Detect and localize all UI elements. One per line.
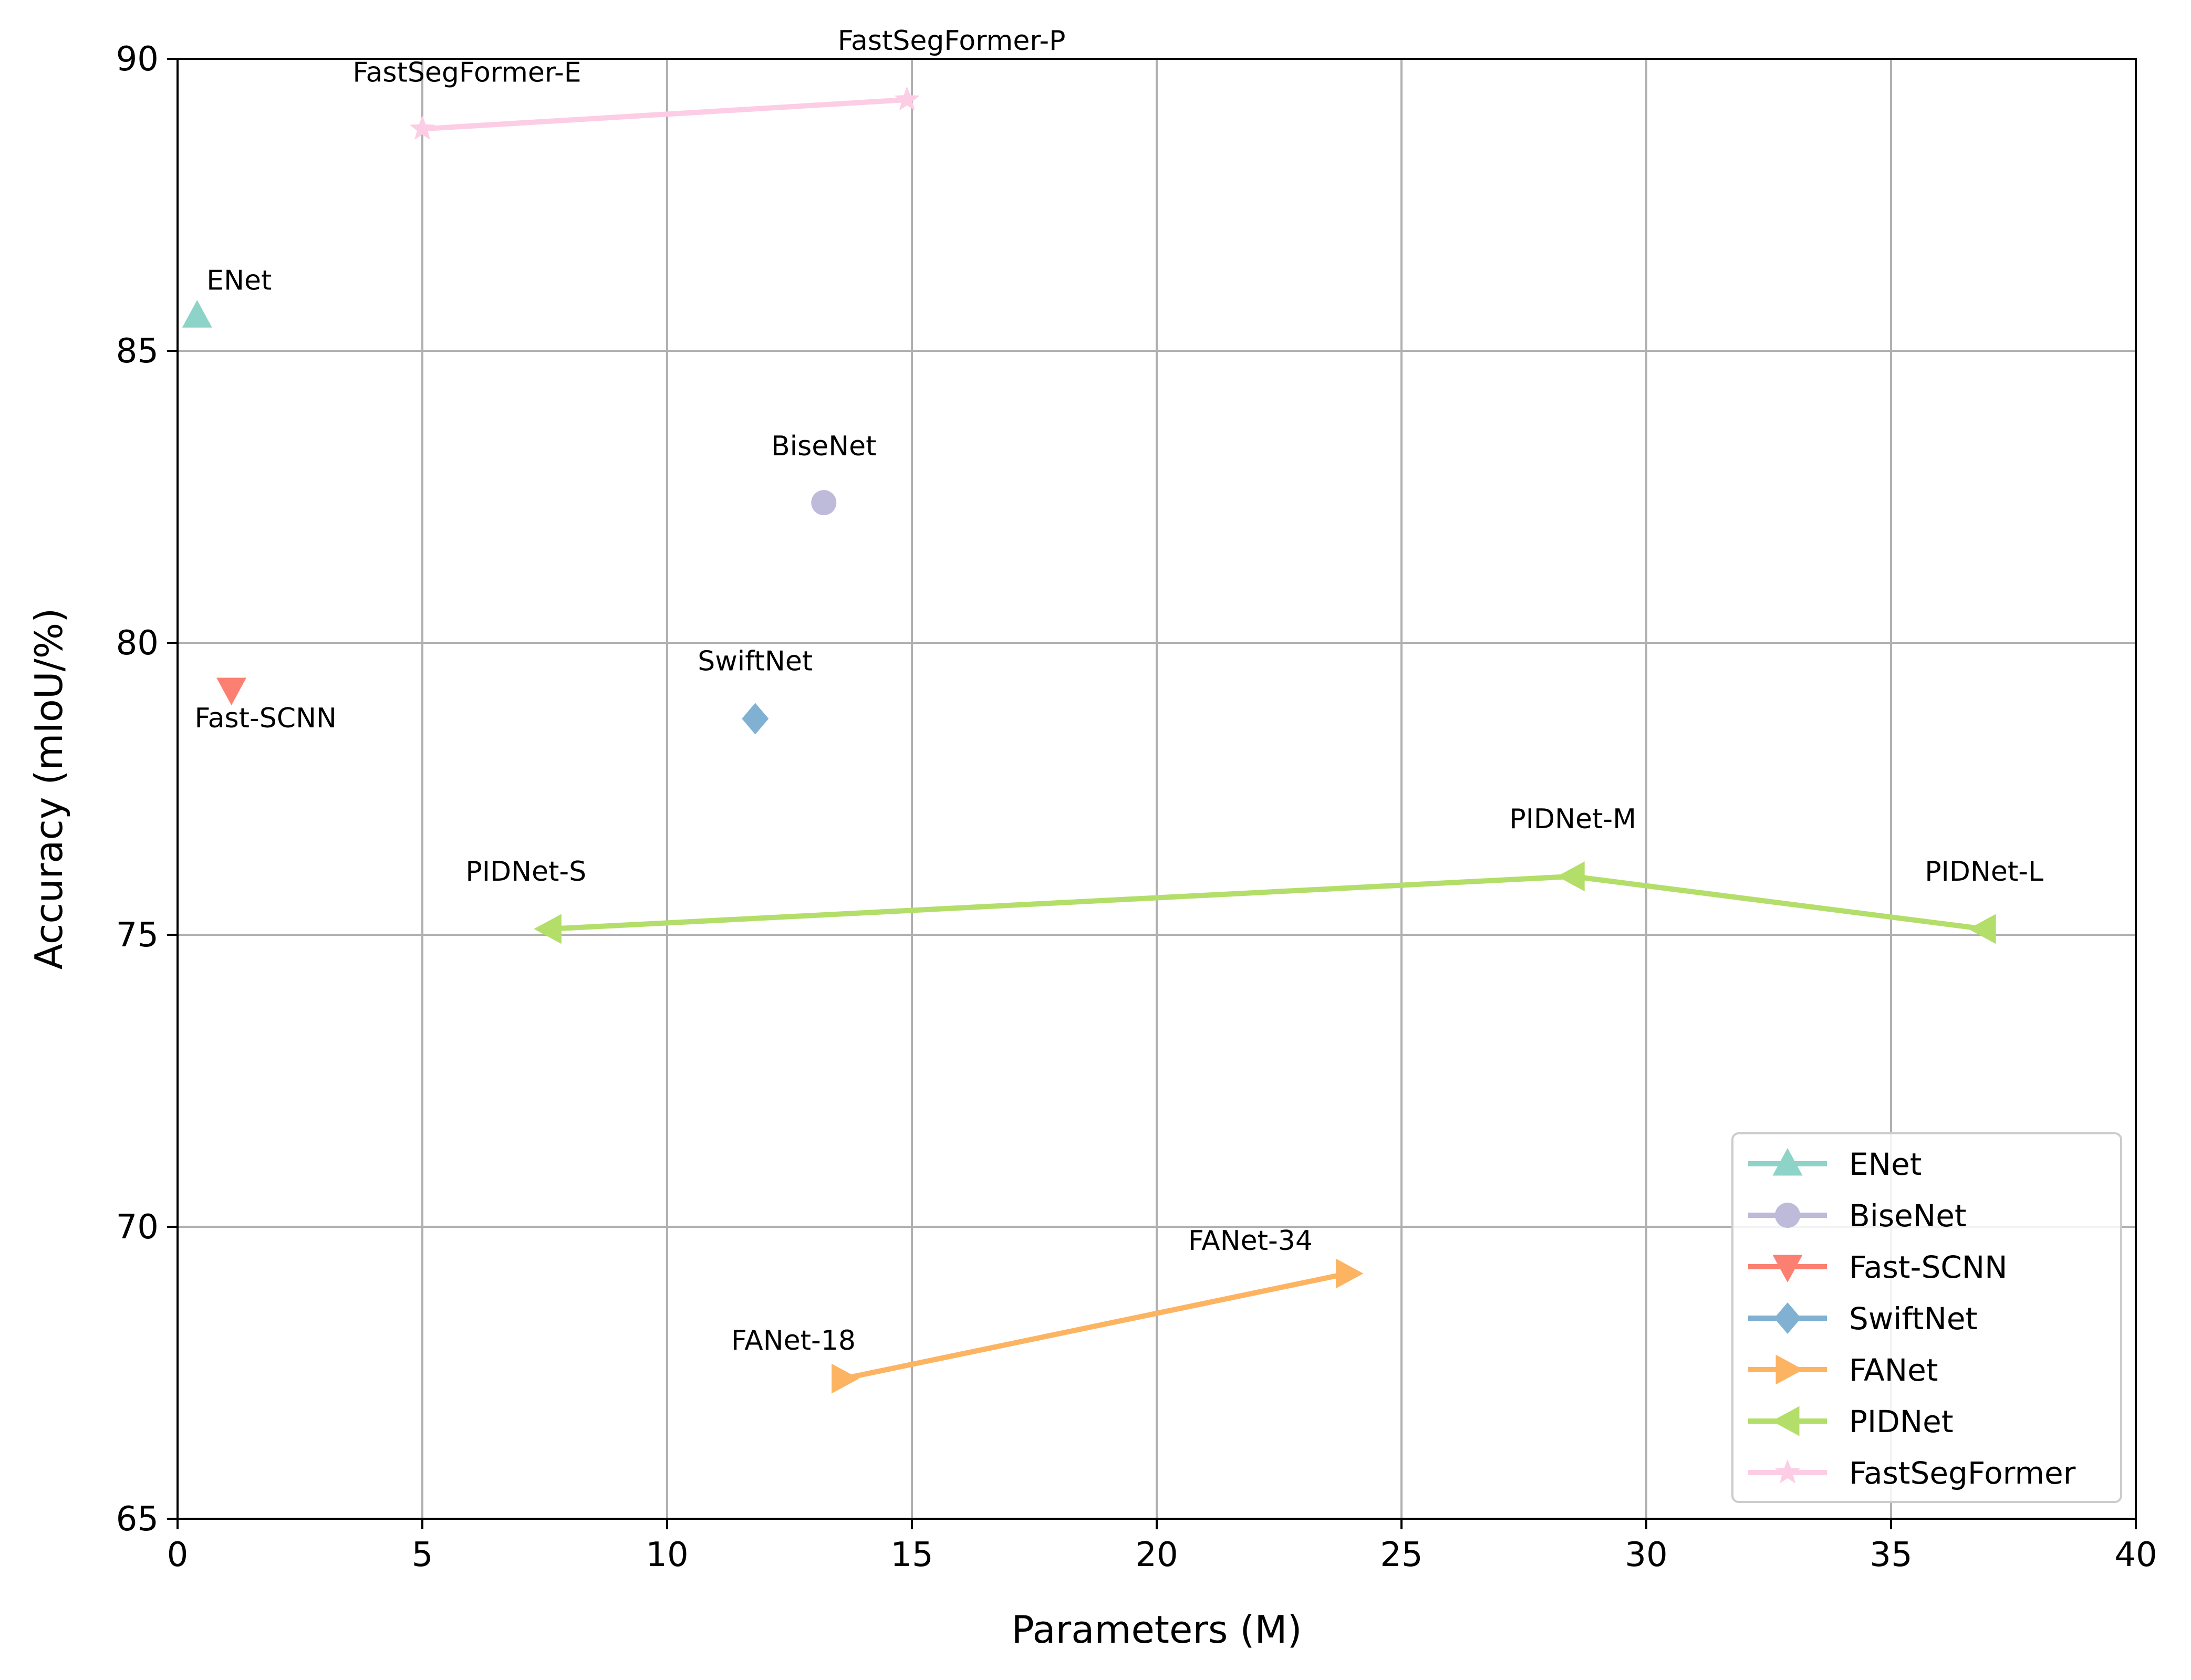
point-label: SwiftNet xyxy=(698,646,813,677)
series-fanet xyxy=(832,1258,1364,1394)
legend-label: FastSegFormer xyxy=(1849,1455,2076,1491)
legend-item: BiseNet xyxy=(1748,1198,1967,1234)
legend-marker xyxy=(1772,1406,1800,1436)
data-point xyxy=(1557,861,1585,892)
y-tick-label: 70 xyxy=(116,1208,159,1247)
legend-item: Fast-SCNN xyxy=(1748,1249,2008,1285)
y-tick-label: 65 xyxy=(116,1500,159,1539)
series-fastsegformer xyxy=(409,86,920,140)
y-axis-label: Accuracy (mIoU/%) xyxy=(27,608,71,970)
data-point xyxy=(1968,914,1996,944)
data-point xyxy=(742,703,769,735)
legend-label: ENet xyxy=(1849,1146,1922,1182)
x-tick-label: 35 xyxy=(1870,1536,1912,1574)
legend-marker xyxy=(1772,1255,1803,1282)
y-tick-label: 85 xyxy=(116,332,159,371)
data-point xyxy=(832,1363,859,1394)
data-point xyxy=(182,300,212,328)
legend-item: ENet xyxy=(1748,1146,1922,1182)
x-tick-label: 20 xyxy=(1135,1536,1178,1574)
legend-item: FANet xyxy=(1748,1352,1938,1388)
legend-item: FastSegFormer xyxy=(1748,1455,2076,1491)
data-point xyxy=(216,677,247,705)
legend-label: FANet xyxy=(1849,1352,1938,1388)
point-label: FastSegFormer-E xyxy=(352,57,581,88)
x-tick-label: 5 xyxy=(412,1536,433,1574)
x-tick-label: 30 xyxy=(1625,1536,1667,1574)
point-labels: ENet BiseNet Fast-SCNN SwiftNet FANet-18 FANe… xyxy=(195,25,2043,1356)
series-layer xyxy=(182,86,1996,1394)
ticks: 0 5 10 15 20 25 30 35 40 65 70 75 80 85 90 xyxy=(116,40,2157,1574)
x-tick-label: 40 xyxy=(2114,1536,2157,1574)
data-point xyxy=(811,490,837,516)
x-axis-label: Parameters (M) xyxy=(1011,1608,1302,1652)
legend-marker xyxy=(1774,1459,1801,1484)
legend-label: SwiftNet xyxy=(1849,1301,1977,1337)
legend-item: PIDNet xyxy=(1748,1404,1954,1439)
point-label: FANet-18 xyxy=(731,1325,856,1356)
point-label: FANet-34 xyxy=(1188,1225,1313,1257)
x-tick-label: 0 xyxy=(167,1536,189,1574)
data-point xyxy=(409,115,435,140)
legend: ENet BiseNet Fast-SCNN SwiftNet FANet PIDNet F… xyxy=(1731,1132,2122,1503)
series-enet xyxy=(182,300,212,328)
point-label: PIDNet-L xyxy=(1925,856,2043,888)
series-line xyxy=(422,97,907,132)
x-tick-label: 10 xyxy=(646,1536,688,1574)
series-pidnet xyxy=(534,861,1996,944)
data-point xyxy=(1335,1258,1364,1289)
point-label: FastSegFormer-P xyxy=(838,25,1066,57)
y-tick-label: 75 xyxy=(116,916,159,955)
y-tick-label: 90 xyxy=(116,40,159,79)
legend-label: PIDNet xyxy=(1849,1404,1954,1439)
point-label: PIDNet-M xyxy=(1509,804,1636,835)
legend-marker xyxy=(1775,1354,1803,1385)
x-tick-label: 15 xyxy=(890,1536,933,1574)
point-label: PIDNet-S xyxy=(465,856,586,888)
legend-box xyxy=(1731,1132,2122,1503)
series-line xyxy=(843,1271,1348,1382)
data-point xyxy=(894,86,920,111)
legend-marker xyxy=(1775,1203,1800,1228)
point-label: Fast-SCNN xyxy=(195,703,337,734)
series-fast-scnn xyxy=(216,677,247,705)
point-label: ENet xyxy=(206,265,272,296)
data-point xyxy=(534,914,562,944)
series-bisenet xyxy=(811,490,837,516)
legend-marker xyxy=(1774,1302,1801,1334)
legend-label: Fast-SCNN xyxy=(1849,1249,2008,1285)
series-swiftnet xyxy=(742,703,769,735)
x-tick-label: 25 xyxy=(1380,1536,1422,1574)
legend-marker xyxy=(1772,1148,1803,1176)
legend-item: SwiftNet xyxy=(1748,1301,1977,1337)
point-label: BiseNet xyxy=(771,431,876,462)
legend-label: BiseNet xyxy=(1849,1198,1967,1234)
y-tick-label: 80 xyxy=(116,624,159,663)
